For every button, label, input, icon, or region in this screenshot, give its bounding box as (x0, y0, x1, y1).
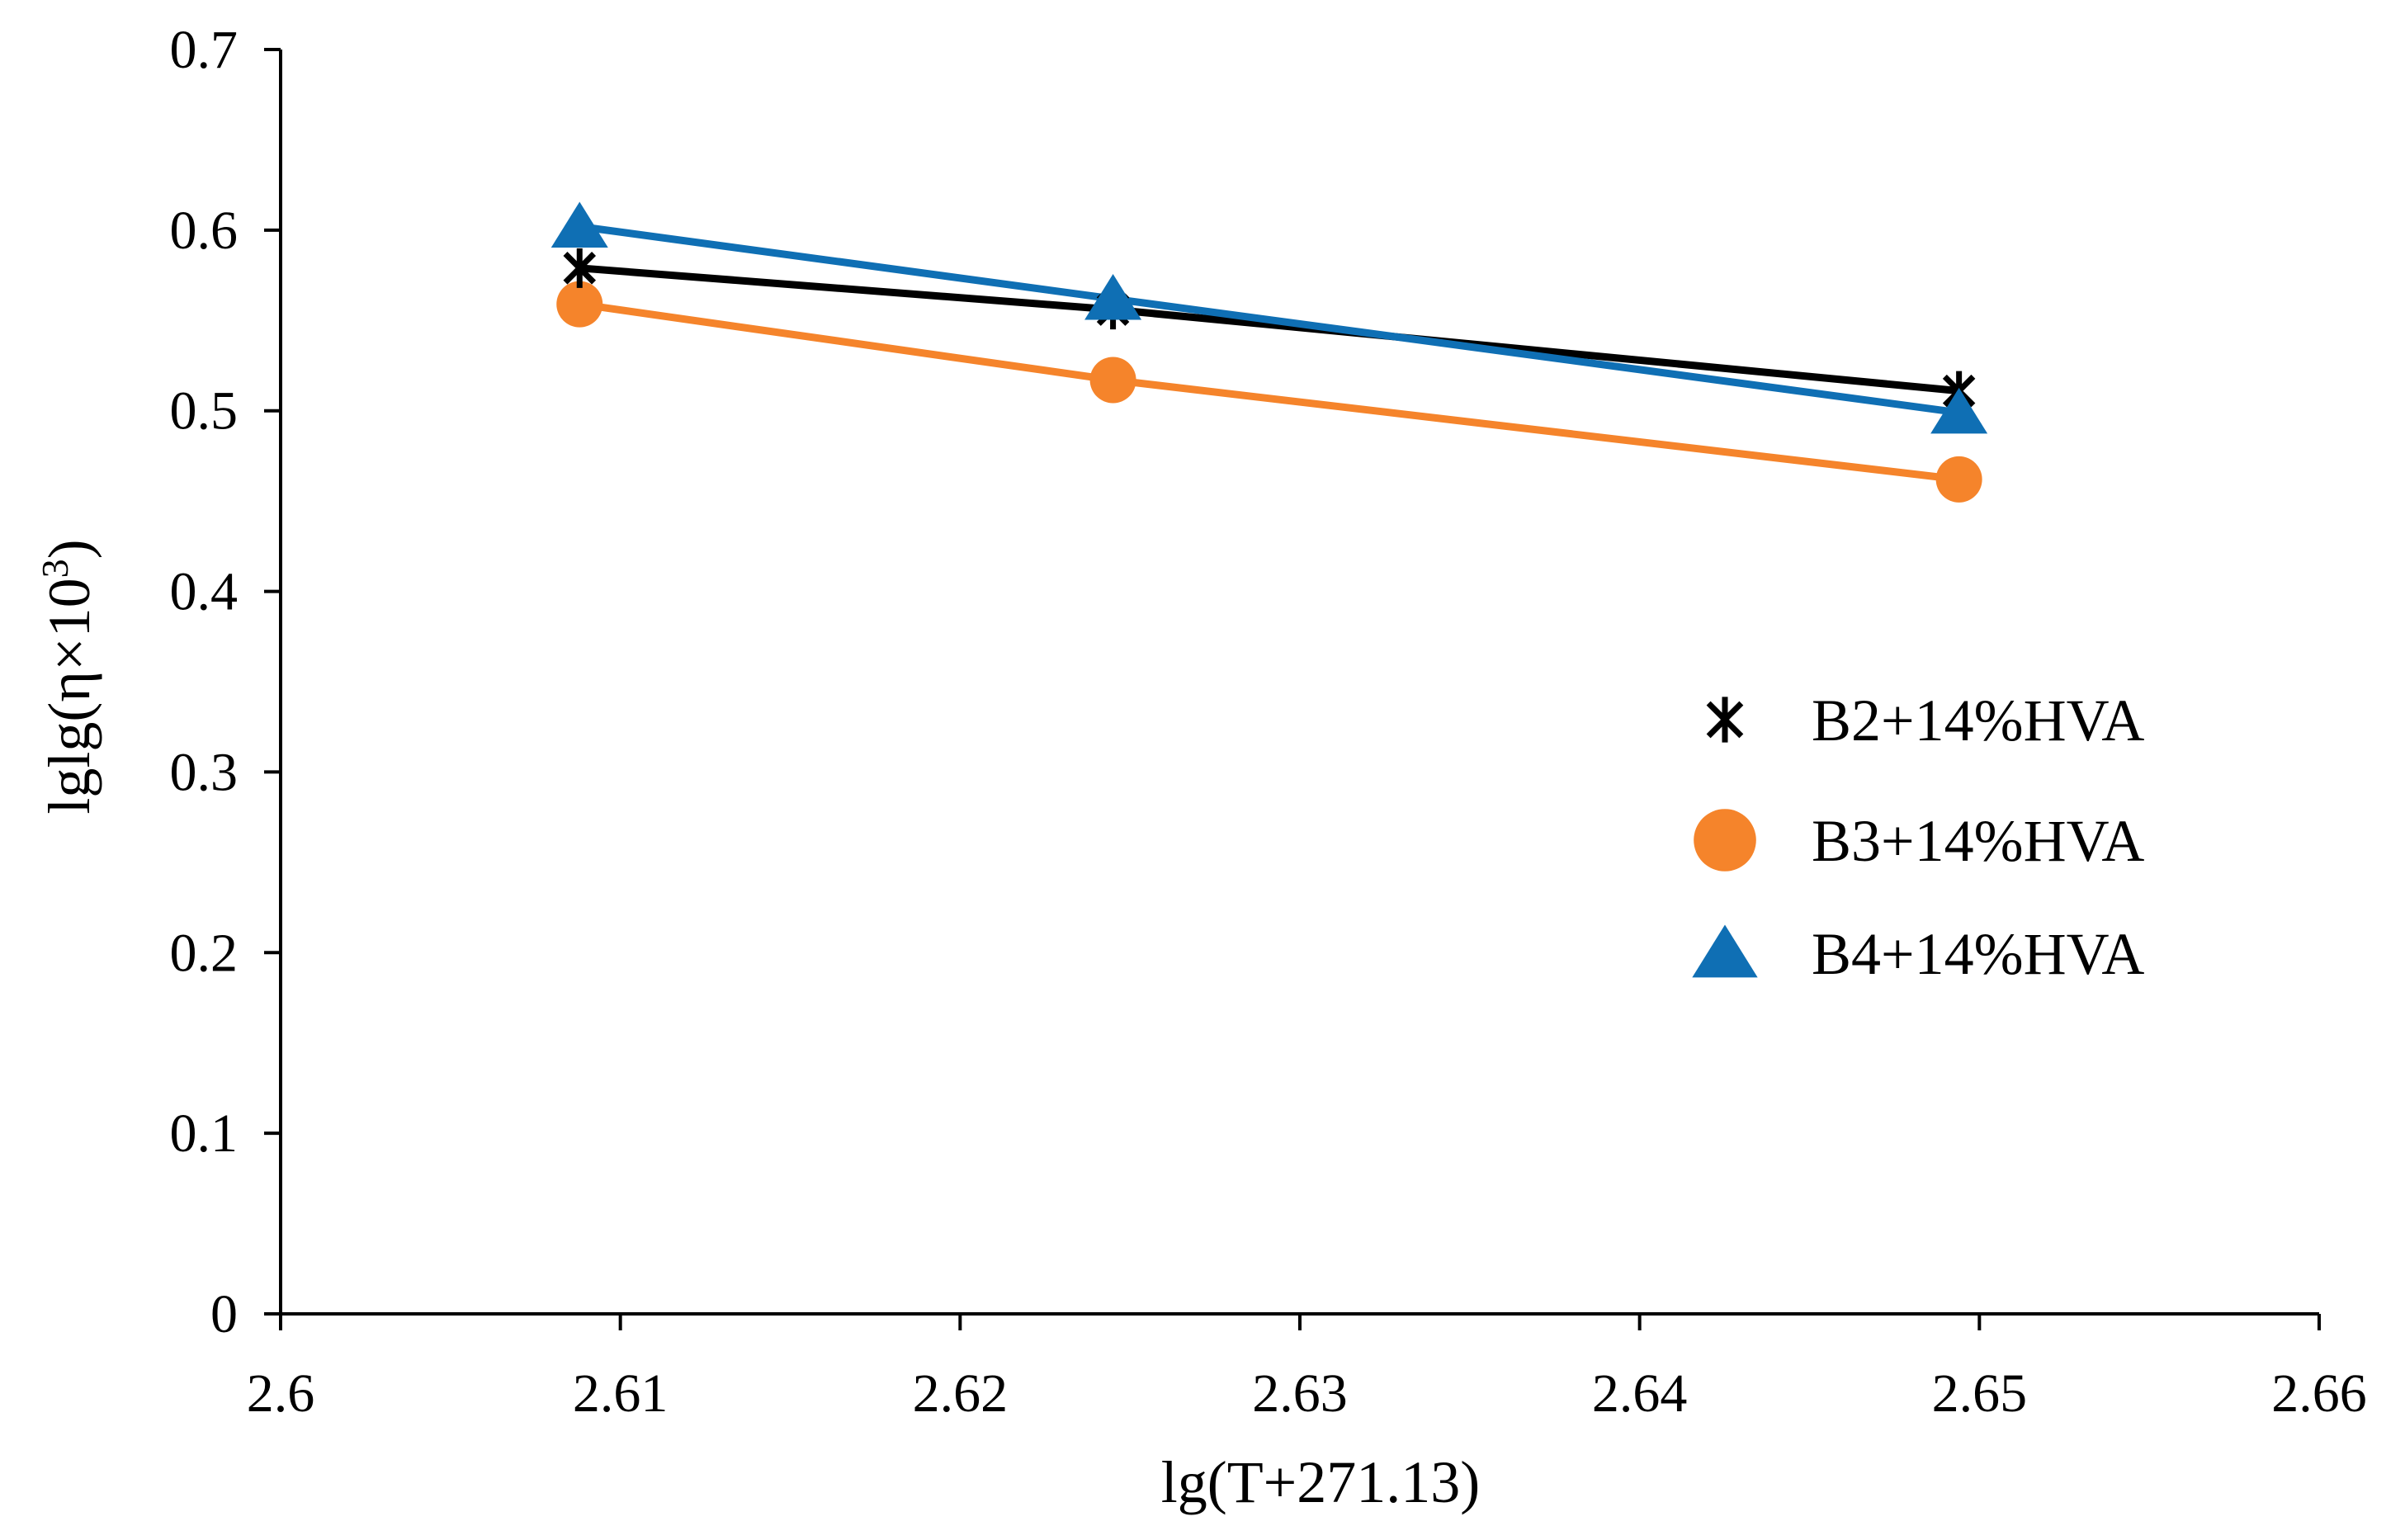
series-line-b4-14-hva (579, 223, 1960, 417)
x-axis-title: lg(T+271.13) (1161, 1449, 1481, 1515)
y-tick-label: 0.7 (170, 20, 239, 80)
axes: 0 0.1 0.2 0.3 0.4 0.5 0.6 0.7 2.6 2.61 2.62 2.63 2.6… (170, 20, 2367, 1424)
legend-label: B3+14%HVA (1812, 808, 2144, 874)
data-point-circle (556, 281, 603, 328)
x-tick-label: 2.61 (573, 1363, 669, 1424)
legend-label: B4+14%HVA (1812, 921, 2144, 987)
x-tick-label: 2.63 (1252, 1363, 1348, 1424)
data-point-triangle (1084, 274, 1142, 320)
legend: B2+14%HVA B3+14%HVA B4+14%HVA (1692, 687, 2144, 987)
y-axis-title: lglg(η×103) (34, 539, 102, 814)
series-line-b2-14-hva (579, 264, 1960, 395)
data-point-triangle (550, 201, 608, 248)
series-markers (550, 201, 1988, 503)
x-tick-label: 2.62 (913, 1363, 1009, 1424)
y-tick-label: 0.5 (170, 381, 239, 442)
y-tick-label: 0.4 (170, 562, 239, 622)
y-axis-title-close: ) (36, 539, 102, 559)
data-point-circle (1935, 456, 1982, 503)
y-tick-label: 0 (210, 1284, 238, 1344)
x-tick-label: 2.65 (1932, 1363, 2028, 1424)
x-tick-label: 2.64 (1592, 1363, 1688, 1424)
series-lines (579, 223, 1960, 484)
data-point-circle (1089, 357, 1136, 404)
data-point-triangle (1930, 387, 1988, 434)
legend-marker-asterisk (1706, 697, 1744, 743)
y-tick-label: 0.3 (170, 742, 239, 802)
legend-marker-circle (1694, 809, 1756, 872)
legend-marker-triangle (1692, 924, 1758, 978)
x-tick-label: 2.6 (247, 1363, 315, 1424)
x-tick-label: 2.66 (2271, 1363, 2367, 1424)
series-line-b3-14-hva (579, 300, 1960, 484)
y-axis-title-base: lglg(η×10 (36, 578, 102, 814)
y-tick-label: 0.6 (170, 201, 239, 261)
y-tick-label: 0.1 (170, 1103, 239, 1164)
y-tick-label: 0.2 (170, 923, 239, 983)
data-point-asterisk (563, 248, 597, 288)
y-axis-title-superscript: 3 (34, 559, 76, 578)
legend-label: B2+14%HVA (1812, 687, 2144, 753)
